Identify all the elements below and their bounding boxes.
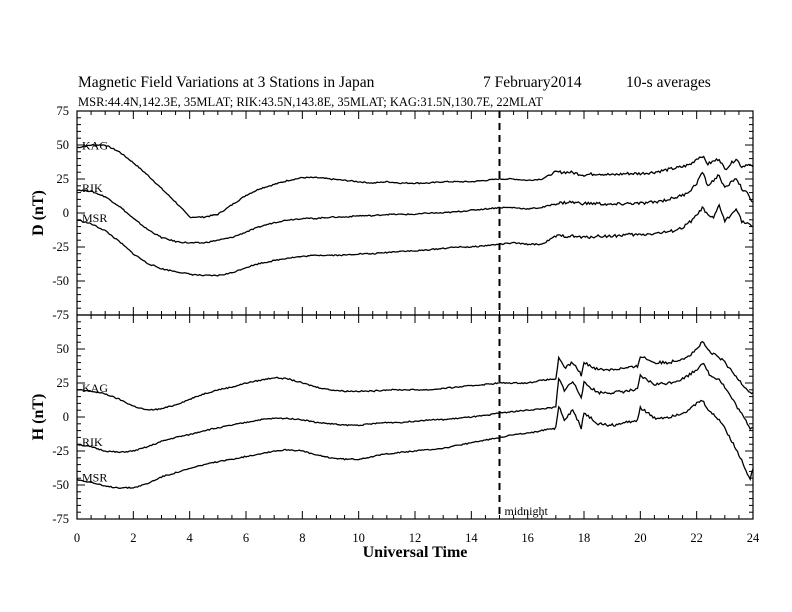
x-tick-label: 10 xyxy=(352,531,365,545)
station-coordinates: MSR:44.4N,142.3E, 35MLAT; RIK:43.5N,143.… xyxy=(78,95,543,109)
curve-kag xyxy=(76,340,754,411)
figure-title: Magnetic Field Variations at 3 Stations … xyxy=(78,74,375,91)
y-tick-label: -25 xyxy=(52,240,69,254)
x-tick-label: 8 xyxy=(299,531,305,545)
figure-date: 7 February2014 xyxy=(483,74,582,91)
station-labels: KAG RIK MSR KAG RIK MSR xyxy=(82,139,108,485)
y-tick-label: 50 xyxy=(57,342,70,356)
x-tick-label: 2 xyxy=(130,531,136,545)
averaging-note: 10-s averages xyxy=(626,74,711,91)
y-tick-label: -75 xyxy=(52,308,69,322)
y-tick-label: 75 xyxy=(57,104,70,118)
y-tick-label: -25 xyxy=(52,444,69,458)
x-tick-label: 20 xyxy=(634,531,647,545)
series-label-rik: RIK xyxy=(82,181,103,195)
x-tick-label: 6 xyxy=(243,531,249,545)
series-label-rik: RIK xyxy=(82,435,103,449)
y-tick-label: -50 xyxy=(52,274,69,288)
y-tick-label: 25 xyxy=(57,172,70,186)
series-label-kag: KAG xyxy=(82,381,108,395)
x-tick-label: 22 xyxy=(690,531,703,545)
curve-msr xyxy=(76,203,754,277)
field-curves xyxy=(76,144,754,489)
x-tick-label: 14 xyxy=(465,531,478,545)
h-panel-frame xyxy=(76,314,754,520)
y-tick-label: 50 xyxy=(57,138,70,152)
curve-kag xyxy=(76,144,754,219)
y-tick-label: 25 xyxy=(57,376,70,390)
x-tick-label: 24 xyxy=(747,531,760,545)
series-label-kag: KAG xyxy=(82,139,108,153)
curve-rik xyxy=(76,171,754,244)
series-label-msr: MSR xyxy=(82,471,107,485)
y-tick-label: -50 xyxy=(52,478,69,492)
h-axis-label: H (nT) xyxy=(30,394,47,441)
d-panel-frame xyxy=(76,110,754,316)
y-tick-label: 0 xyxy=(63,410,69,424)
curve-rik xyxy=(76,362,754,454)
x-tick-label: 16 xyxy=(521,531,534,545)
midnight-label: midnight xyxy=(505,504,549,518)
x-tick-label: 12 xyxy=(409,531,422,545)
y-tick-label: 0 xyxy=(63,206,69,220)
curve-msr xyxy=(76,399,754,489)
x-tick-label: 18 xyxy=(578,531,591,545)
d-axis-label: D (nT) xyxy=(30,190,47,236)
x-tick-label: 0 xyxy=(74,531,80,545)
x-tick-label: 4 xyxy=(187,531,194,545)
y-tick-label: -75 xyxy=(52,512,69,526)
x-axis-label: Universal Time xyxy=(363,544,468,561)
series-label-msr: MSR xyxy=(82,211,107,225)
